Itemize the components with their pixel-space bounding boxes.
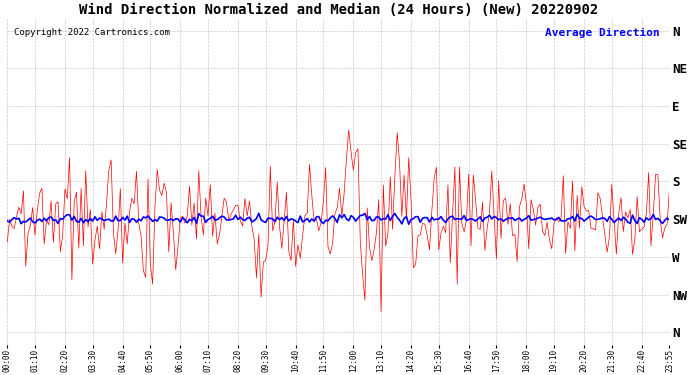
Text: Average Direction: Average Direction — [545, 28, 660, 38]
Text: Copyright 2022 Cartronics.com: Copyright 2022 Cartronics.com — [14, 28, 170, 37]
Title: Wind Direction Normalized and Median (24 Hours) (New) 20220902: Wind Direction Normalized and Median (24… — [79, 3, 598, 17]
